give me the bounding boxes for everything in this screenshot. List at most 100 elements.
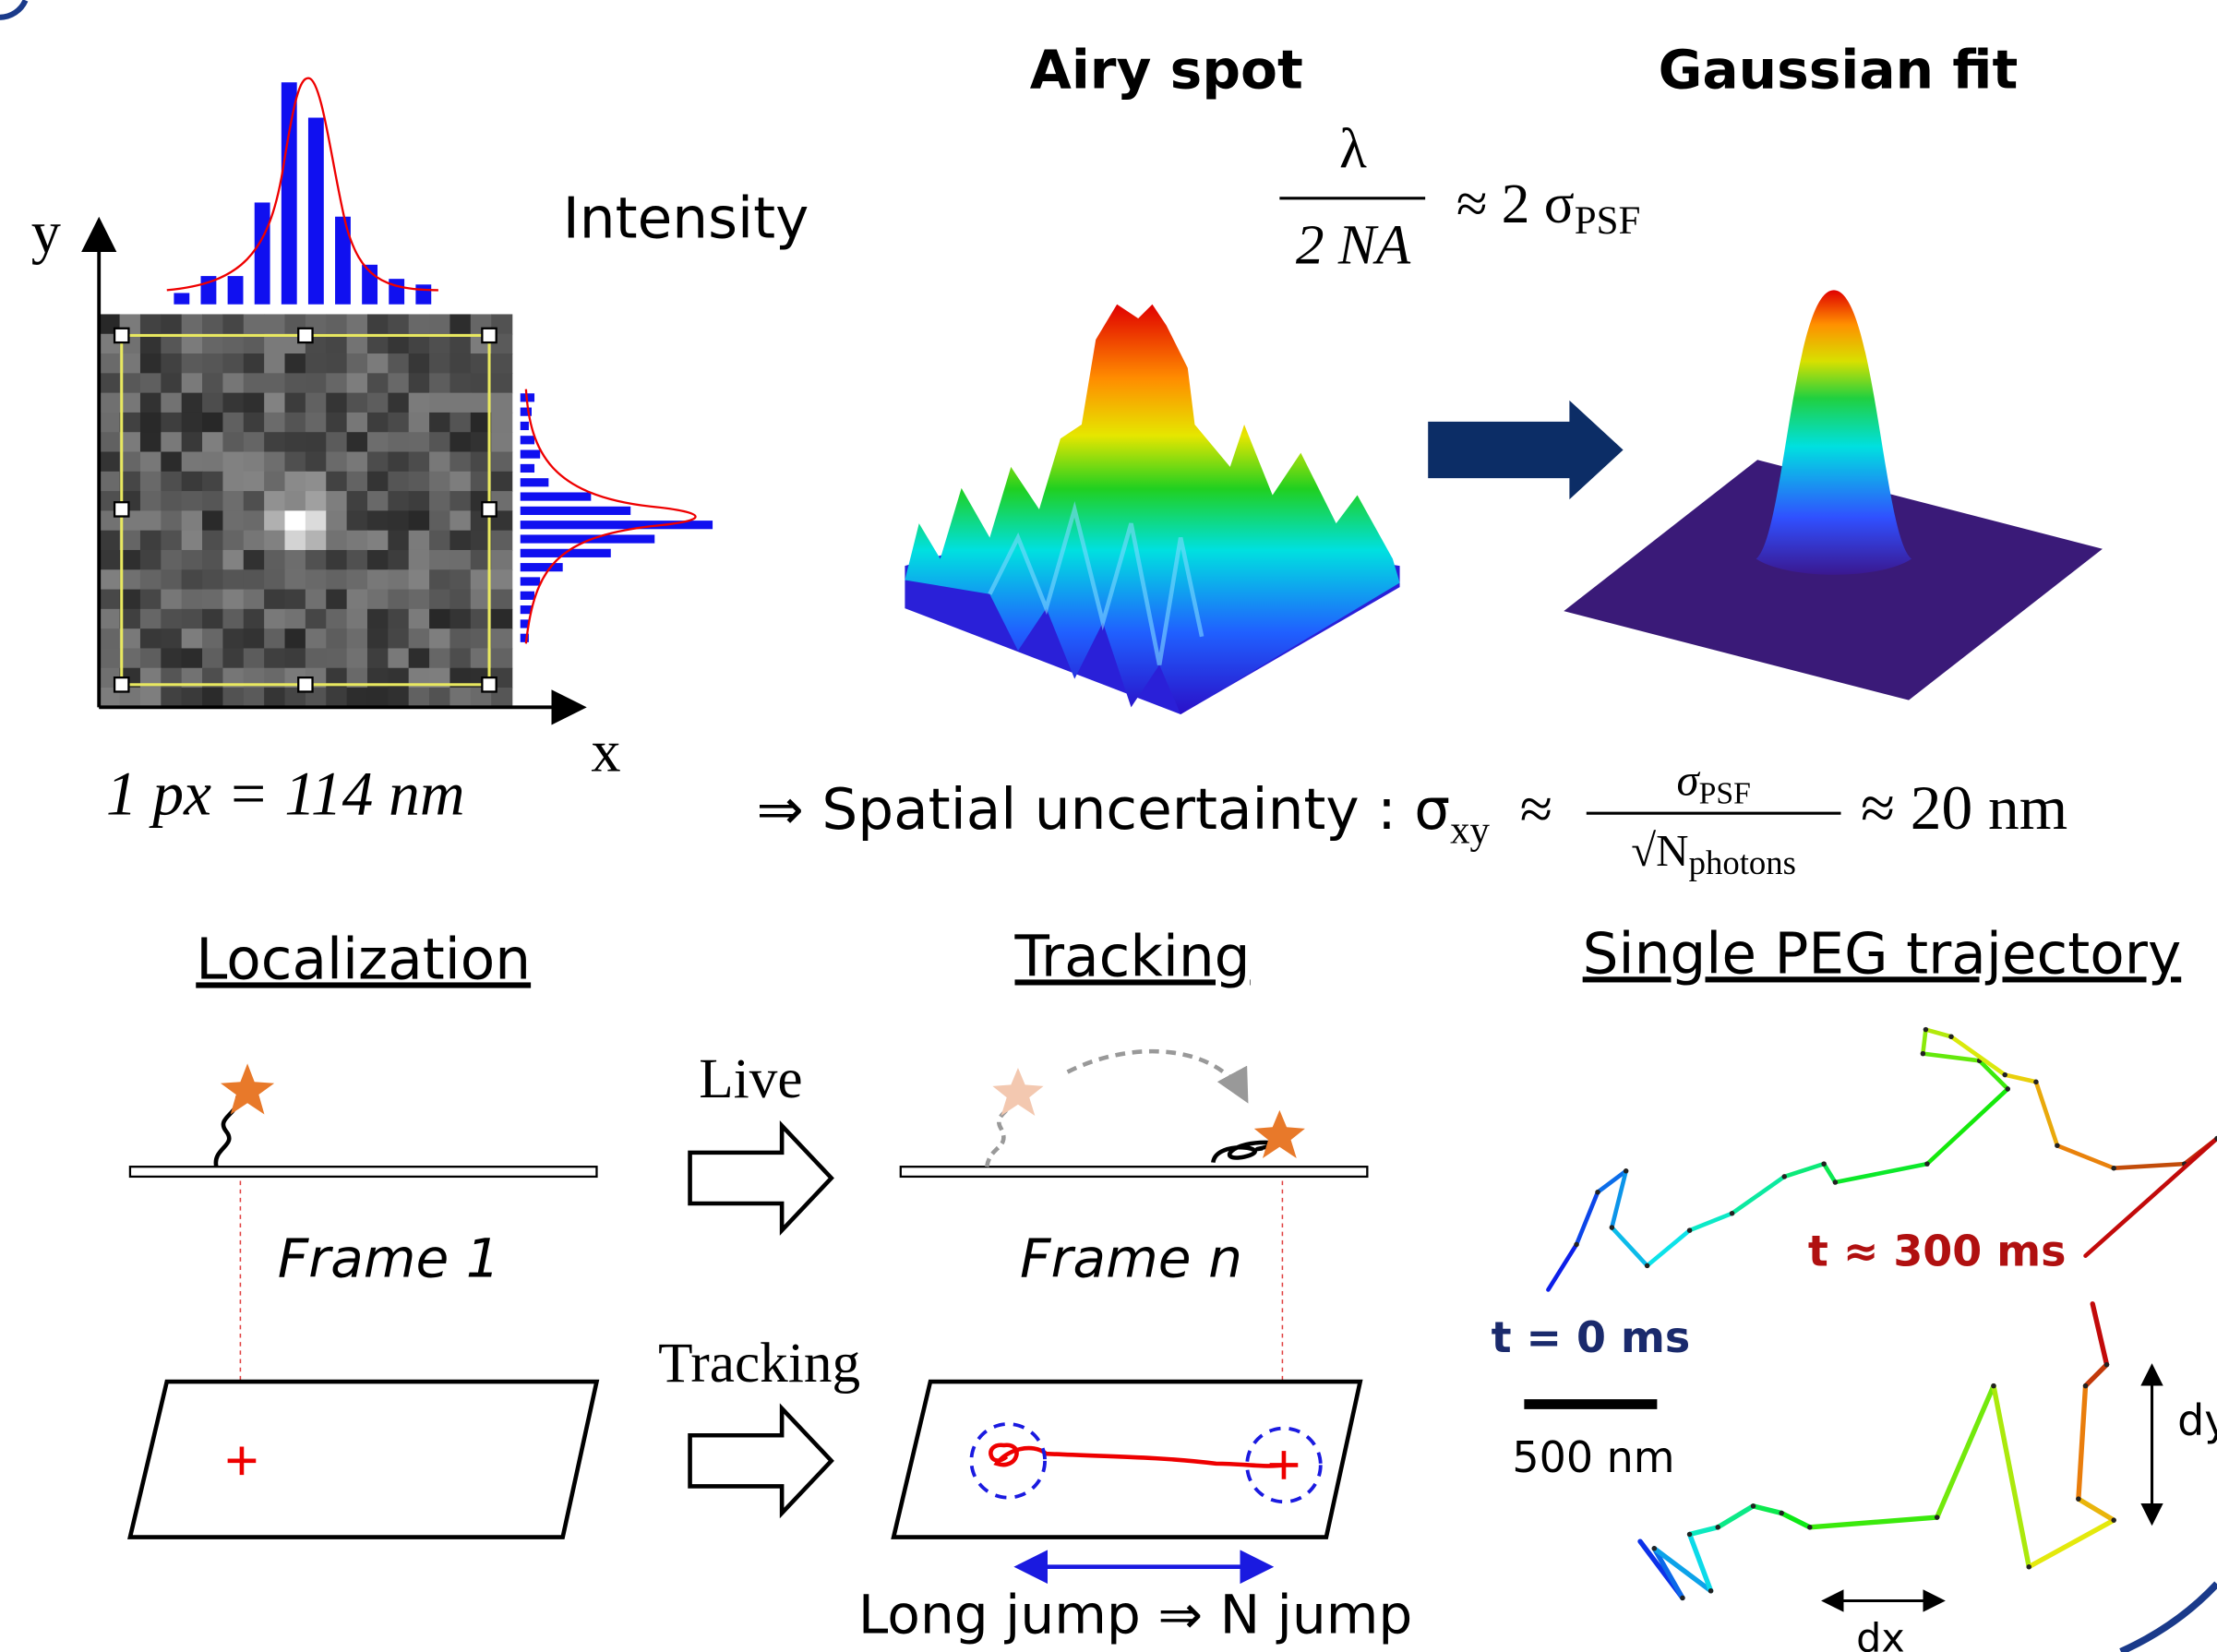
pixel <box>222 353 244 374</box>
denominator-root: √N <box>1631 825 1688 876</box>
past-fluorophore <box>992 1068 1043 1116</box>
formula-relation: ≈ 2 σPSF <box>1456 173 1640 243</box>
histogram-bar <box>521 592 534 600</box>
pixel <box>202 609 223 629</box>
intensity-label: Intensity <box>563 186 809 252</box>
pixel <box>222 609 244 629</box>
roi-handle <box>114 677 128 691</box>
intensity-histogram-y <box>521 389 713 644</box>
frame-n-label: Frame n <box>1020 1227 1242 1290</box>
pixel <box>182 628 203 649</box>
pixel <box>367 353 389 374</box>
trajectory-point <box>1779 1511 1784 1516</box>
pixel <box>409 510 430 531</box>
pixel <box>222 510 244 531</box>
open-arrow <box>690 1408 832 1513</box>
gaussian-title: Gaussian fit <box>1659 38 2019 101</box>
trajectory-point <box>1948 1034 1954 1039</box>
dx-label: dx <box>1856 1616 1905 1652</box>
pixel <box>140 491 162 511</box>
pixel <box>202 550 223 570</box>
trajectory-point <box>1610 1225 1615 1230</box>
pixel <box>449 510 471 531</box>
pixel <box>449 491 471 511</box>
pixel <box>449 609 471 629</box>
pixel <box>388 314 409 334</box>
trajectory-segment <box>1925 1030 1951 1037</box>
pixel <box>99 550 120 570</box>
trajectory-point <box>1781 1174 1787 1179</box>
pixel <box>285 491 306 511</box>
roi-handle <box>114 502 128 516</box>
pixel <box>244 452 265 473</box>
trajectory-segment <box>2114 1164 2185 1168</box>
intensity-histogram-x <box>167 78 438 305</box>
uncertainty-subscript: xy <box>1450 808 1490 852</box>
pixel <box>285 452 306 473</box>
pixel <box>161 452 182 473</box>
pixel <box>202 472 223 492</box>
pixel <box>326 373 347 393</box>
pixel <box>182 590 203 610</box>
pixel <box>449 531 471 551</box>
pixel <box>264 688 285 708</box>
trajectory-point <box>1680 1596 1685 1601</box>
dy-label: dy <box>2177 1395 2217 1445</box>
pixel <box>222 393 244 413</box>
trajectory-segment <box>1824 1164 1835 1182</box>
pixel <box>285 648 306 668</box>
pixel <box>326 688 347 708</box>
pixel <box>161 393 182 413</box>
uncertainty-prefix-text: ⇒ Spatial uncertainty : σ <box>757 777 1451 843</box>
pixel <box>409 491 430 511</box>
pixel <box>409 452 430 473</box>
pixel <box>367 569 389 590</box>
tracking-label: Tracking <box>658 1332 860 1395</box>
trajectory-point <box>1715 1525 1720 1530</box>
pixel <box>449 550 471 570</box>
pixel <box>306 432 327 452</box>
pixel <box>222 413 244 433</box>
pixel <box>367 628 389 649</box>
pixel <box>285 393 306 413</box>
pixel <box>326 413 347 433</box>
pixel <box>449 393 471 413</box>
fraction-denominator: √Nphotons <box>1631 825 1796 881</box>
trajectory-point <box>1645 1263 1650 1269</box>
pixel <box>140 569 162 590</box>
pixel <box>429 373 450 393</box>
pixel <box>285 628 306 649</box>
pixel <box>202 688 223 708</box>
pixel <box>99 609 120 629</box>
trajectory-point <box>2002 1072 2007 1078</box>
pixel <box>367 590 389 610</box>
pixel <box>326 432 347 452</box>
histogram-bar <box>521 450 540 459</box>
pixel <box>409 628 430 649</box>
pixel <box>182 648 203 668</box>
pixel <box>491 393 512 413</box>
pixel <box>264 569 285 590</box>
pixel <box>388 491 409 511</box>
pixel <box>347 628 368 649</box>
numerator-sigma: σ <box>1676 754 1700 805</box>
trajectory-segment <box>1923 1030 1925 1054</box>
pixel <box>264 628 285 649</box>
pixel <box>202 452 223 473</box>
gaussian-peak <box>1756 290 1912 574</box>
trajectory-segment <box>1937 1386 1994 1517</box>
pixel <box>388 413 409 433</box>
pixel <box>140 413 162 433</box>
trajectory-segment <box>1810 1517 1937 1527</box>
pixel <box>182 314 203 334</box>
trajectory-segment <box>2086 1365 2107 1386</box>
trajectory-point <box>1751 1503 1756 1509</box>
pixel <box>429 688 450 708</box>
pixel <box>409 550 430 570</box>
jump-path <box>1068 1051 1244 1095</box>
pixel <box>182 413 203 433</box>
pixel <box>182 472 203 492</box>
trajectory-segment <box>1754 1506 1782 1514</box>
pixel <box>222 569 244 590</box>
uncertainty-approx: ≈ <box>1520 776 1552 842</box>
